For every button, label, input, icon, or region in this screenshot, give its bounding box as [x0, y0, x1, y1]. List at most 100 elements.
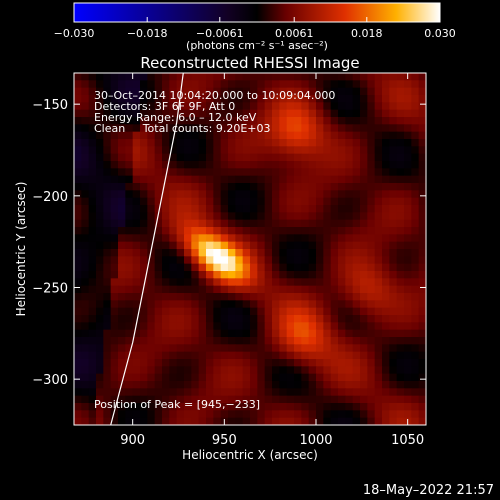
heatmap-cell	[257, 263, 266, 272]
heatmap-cell	[338, 388, 346, 397]
heatmap-cell	[228, 124, 236, 133]
heatmap-cell	[279, 307, 288, 316]
heatmap-cell	[301, 293, 310, 301]
heatmap-cell	[389, 219, 398, 228]
heatmap-cell	[213, 381, 222, 389]
heatmap-cell	[250, 256, 258, 265]
heatmap-cell	[272, 344, 280, 353]
heatmap-cell	[154, 366, 163, 375]
heatmap-cell	[396, 359, 405, 367]
heatmap-cell	[294, 249, 302, 257]
heatmap-cell	[96, 168, 104, 177]
heatmap-cell	[330, 373, 339, 382]
heatmap-cell	[154, 344, 163, 353]
info-detectors: Detectors: 3F 6F 9F, Att 0	[94, 100, 235, 113]
heatmap-cell	[389, 249, 398, 257]
heatmap-cell	[88, 153, 97, 162]
heatmap-cell	[235, 73, 244, 81]
heatmap-cell	[242, 300, 251, 309]
heatmap-cell	[147, 417, 156, 425]
heatmap-cell	[162, 161, 170, 169]
heatmap-cell	[191, 183, 200, 191]
heatmap-cell	[404, 227, 412, 235]
heatmap-cell	[367, 271, 376, 279]
heatmap-cell	[140, 80, 148, 89]
heatmap-cell	[330, 293, 339, 301]
heatmap-cell	[125, 388, 134, 397]
heatmap-cell	[213, 403, 222, 411]
heatmap-cell	[88, 146, 97, 155]
heatmap-cell	[396, 131, 405, 140]
heatmap-cell	[396, 285, 405, 294]
heatmap-cell	[169, 329, 178, 338]
colorbar-tick-label: 0.0061	[275, 27, 314, 40]
heatmap-cell	[338, 102, 346, 111]
heatmap-cell	[367, 329, 376, 338]
heatmap-cell	[140, 307, 148, 316]
heatmap-cell	[308, 293, 317, 301]
heatmap-cell	[206, 234, 214, 243]
heatmap-cell	[279, 146, 288, 155]
heatmap-cell	[374, 249, 383, 257]
heatmap-cell	[96, 109, 104, 118]
heatmap-cell	[132, 249, 141, 257]
heatmap-cell	[103, 373, 112, 382]
heatmap-cell	[279, 293, 288, 301]
heatmap-cell	[198, 322, 207, 331]
heatmap-cell	[272, 80, 280, 89]
heatmap-cell	[191, 359, 200, 367]
heatmap-cell	[154, 285, 163, 294]
heatmap-cell	[213, 359, 222, 367]
heatmap-cell	[250, 410, 258, 419]
heatmap-cell	[396, 388, 405, 397]
heatmap-cell	[352, 153, 361, 162]
heatmap-cell	[103, 241, 112, 250]
heatmap-cell	[308, 197, 317, 206]
heatmap-cell	[74, 322, 82, 331]
heatmap-cell	[147, 395, 156, 404]
heatmap-cell	[330, 359, 339, 367]
info-annotations: 30–Oct–2014 10:04:20.000 to 10:09:04.000…	[94, 89, 335, 411]
heatmap-cell	[103, 410, 112, 419]
heatmap-cell	[257, 87, 266, 96]
heatmap-cell	[228, 278, 236, 287]
heatmap-cell	[374, 175, 383, 184]
heatmap-cell	[88, 73, 97, 81]
heatmap-cell	[125, 227, 134, 235]
heatmap-cell	[184, 183, 192, 191]
heatmap-cell	[308, 131, 317, 140]
heatmap-cell	[367, 417, 376, 425]
heatmap-cell	[235, 124, 244, 133]
heatmap-cell	[338, 351, 346, 360]
heatmap-cell	[81, 227, 90, 235]
heatmap-cell	[154, 249, 163, 257]
heatmap-cell	[294, 271, 302, 279]
heatmap-cell	[404, 263, 412, 272]
heatmap-cell	[206, 315, 214, 323]
heatmap-cell	[235, 153, 244, 162]
heatmap-cell	[308, 124, 317, 133]
heatmap-cell	[374, 307, 383, 316]
heatmap-cell	[330, 212, 339, 221]
heatmap-cell	[110, 373, 119, 382]
heatmap-cell	[389, 124, 398, 133]
heatmap-cell	[294, 337, 302, 345]
heatmap-cell	[162, 190, 170, 199]
heatmap-cell	[81, 175, 90, 184]
heatmap-cell	[96, 417, 104, 425]
heatmap-cell	[264, 139, 273, 147]
heatmap-cell	[140, 300, 148, 309]
heatmap-cell	[301, 263, 310, 272]
heatmap-cell	[191, 417, 200, 425]
heatmap-cell	[191, 351, 200, 360]
heatmap-cell	[103, 234, 112, 243]
heatmap-cell	[352, 300, 361, 309]
heatmap-cell	[352, 271, 361, 279]
heatmap-cell	[162, 388, 170, 397]
heatmap-cell	[404, 300, 412, 309]
heatmap-cell	[250, 153, 258, 162]
heatmap-cell	[103, 153, 112, 162]
heatmap-cell	[338, 219, 346, 228]
heatmap-cell	[264, 249, 273, 257]
heatmap-cell	[374, 293, 383, 301]
